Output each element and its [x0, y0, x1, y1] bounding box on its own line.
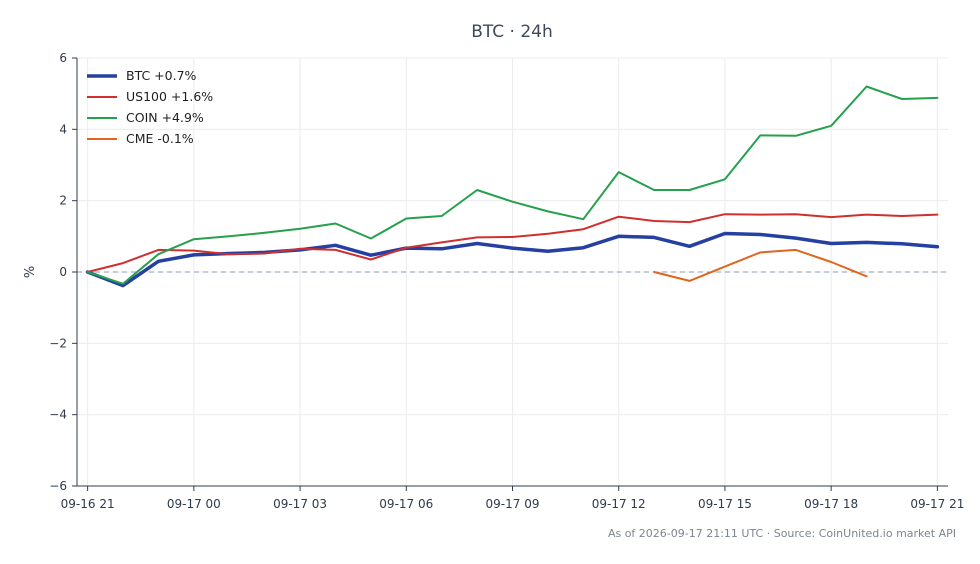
x-tick-label: 09-17 09	[486, 497, 540, 511]
series-line-us100	[86, 213, 939, 273]
x-tick-label: 09-17 12	[592, 497, 646, 511]
y-tick-label: −2	[49, 336, 67, 350]
y-tick-label: 0	[59, 265, 67, 279]
series-line-cme	[653, 248, 868, 282]
legend-label: US100 +1.6%	[126, 89, 213, 104]
axes: 6 4 2 0 −2 −4 −6 09-16 21 09-17 00 09-17 03 09-17 …	[49, 51, 964, 511]
x-tick-label: 09-17 18	[804, 497, 858, 511]
x-tick-label: 09-17 21	[910, 497, 964, 511]
y-axis-label: %	[23, 266, 38, 278]
legend-label: BTC +0.7%	[126, 68, 197, 83]
x-tick-label: 09-17 00	[167, 497, 221, 511]
y-tick-label: −4	[49, 408, 67, 422]
grid	[77, 57, 948, 487]
x-tick-label: 09-16 21	[61, 497, 115, 511]
x-tick-label: 09-17 03	[273, 497, 327, 511]
legend-label: COIN +4.9%	[126, 110, 204, 125]
legend: BTC +0.7% US100 +1.6% COIN +4.9% CME -0.1%	[87, 68, 213, 146]
x-tick-label: 09-17 06	[379, 497, 433, 511]
chart-title: BTC · 24h	[471, 22, 553, 42]
x-tick-label: 09-17 15	[698, 497, 752, 511]
y-tick-label: 6	[59, 51, 67, 65]
footer-note: As of 2026-09-17 21:11 UTC · Source: Coi…	[608, 527, 956, 540]
series-line-coin	[86, 85, 939, 285]
y-tick-label: −6	[49, 479, 67, 493]
series-lines	[85, 85, 940, 288]
y-tick-label: 2	[59, 194, 67, 208]
y-tick-label: 4	[59, 122, 67, 136]
legend-label: CME -0.1%	[126, 131, 194, 146]
